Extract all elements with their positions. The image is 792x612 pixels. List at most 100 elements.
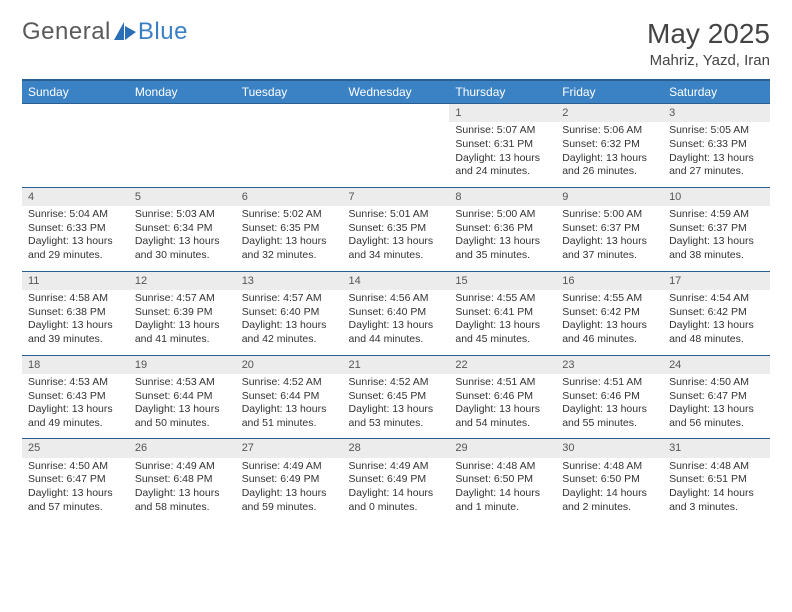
sunset-text: Sunset: 6:40 PM xyxy=(242,306,337,320)
sunrise-text: Sunrise: 4:50 AM xyxy=(669,376,764,390)
day-detail-cell: Sunrise: 5:00 AMSunset: 6:37 PMDaylight:… xyxy=(556,206,663,271)
sunset-text: Sunset: 6:51 PM xyxy=(669,473,764,487)
daylight-text: Daylight: 13 hours and 44 minutes. xyxy=(349,319,444,346)
day-detail-cell: Sunrise: 5:02 AMSunset: 6:35 PMDaylight:… xyxy=(236,206,343,271)
day-number-cell xyxy=(236,104,343,123)
day-number-cell: 6 xyxy=(236,187,343,206)
sunset-text: Sunset: 6:37 PM xyxy=(562,222,657,236)
day-number-cell: 18 xyxy=(22,355,129,374)
day-number-cell: 16 xyxy=(556,271,663,290)
sunrise-text: Sunrise: 5:07 AM xyxy=(455,124,550,138)
day-detail-cell: Sunrise: 5:00 AMSunset: 6:36 PMDaylight:… xyxy=(449,206,556,271)
daylight-text: Daylight: 13 hours and 50 minutes. xyxy=(135,403,230,430)
detail-row: Sunrise: 4:50 AMSunset: 6:47 PMDaylight:… xyxy=(22,458,770,523)
daylight-text: Daylight: 13 hours and 53 minutes. xyxy=(349,403,444,430)
sunrise-text: Sunrise: 5:06 AM xyxy=(562,124,657,138)
daynum-row: 123 xyxy=(22,104,770,123)
sunset-text: Sunset: 6:50 PM xyxy=(455,473,550,487)
sunset-text: Sunset: 6:44 PM xyxy=(135,390,230,404)
day-detail-cell xyxy=(22,122,129,187)
daynum-row: 11121314151617 xyxy=(22,271,770,290)
day-detail-cell: Sunrise: 4:49 AMSunset: 6:49 PMDaylight:… xyxy=(236,458,343,523)
daylight-text: Daylight: 13 hours and 37 minutes. xyxy=(562,235,657,262)
day-number-cell: 17 xyxy=(663,271,770,290)
daylight-text: Daylight: 13 hours and 26 minutes. xyxy=(562,152,657,179)
daylight-text: Daylight: 13 hours and 58 minutes. xyxy=(135,487,230,514)
sunrise-text: Sunrise: 4:55 AM xyxy=(455,292,550,306)
day-number-cell: 2 xyxy=(556,104,663,123)
day-number-cell: 13 xyxy=(236,271,343,290)
day-number-cell: 20 xyxy=(236,355,343,374)
detail-row: Sunrise: 4:53 AMSunset: 6:43 PMDaylight:… xyxy=(22,374,770,439)
daynum-row: 45678910 xyxy=(22,187,770,206)
day-number-cell: 14 xyxy=(343,271,450,290)
sunrise-text: Sunrise: 4:51 AM xyxy=(455,376,550,390)
day-number-cell: 12 xyxy=(129,271,236,290)
sunset-text: Sunset: 6:36 PM xyxy=(455,222,550,236)
day-number-cell: 1 xyxy=(449,104,556,123)
sunrise-text: Sunrise: 4:51 AM xyxy=(562,376,657,390)
detail-row: Sunrise: 5:07 AMSunset: 6:31 PMDaylight:… xyxy=(22,122,770,187)
day-number-cell: 3 xyxy=(663,104,770,123)
sunset-text: Sunset: 6:39 PM xyxy=(135,306,230,320)
sunrise-text: Sunrise: 5:00 AM xyxy=(455,208,550,222)
daylight-text: Daylight: 13 hours and 34 minutes. xyxy=(349,235,444,262)
day-detail-cell: Sunrise: 5:05 AMSunset: 6:33 PMDaylight:… xyxy=(663,122,770,187)
sunset-text: Sunset: 6:46 PM xyxy=(562,390,657,404)
sunrise-text: Sunrise: 4:52 AM xyxy=(349,376,444,390)
sunrise-text: Sunrise: 4:57 AM xyxy=(135,292,230,306)
day-number-cell xyxy=(22,104,129,123)
detail-row: Sunrise: 4:58 AMSunset: 6:38 PMDaylight:… xyxy=(22,290,770,355)
sunrise-text: Sunrise: 4:50 AM xyxy=(28,460,123,474)
day-number-cell: 11 xyxy=(22,271,129,290)
sunset-text: Sunset: 6:49 PM xyxy=(349,473,444,487)
sunset-text: Sunset: 6:33 PM xyxy=(669,138,764,152)
weekday-header: Saturday xyxy=(663,80,770,104)
daylight-text: Daylight: 13 hours and 30 minutes. xyxy=(135,235,230,262)
day-number-cell: 22 xyxy=(449,355,556,374)
day-detail-cell xyxy=(343,122,450,187)
day-number-cell: 26 xyxy=(129,439,236,458)
sunset-text: Sunset: 6:44 PM xyxy=(242,390,337,404)
day-detail-cell: Sunrise: 4:48 AMSunset: 6:51 PMDaylight:… xyxy=(663,458,770,523)
day-number-cell: 28 xyxy=(343,439,450,458)
weekday-header: Sunday xyxy=(22,80,129,104)
daylight-text: Daylight: 13 hours and 54 minutes. xyxy=(455,403,550,430)
day-detail-cell: Sunrise: 5:03 AMSunset: 6:34 PMDaylight:… xyxy=(129,206,236,271)
sunrise-text: Sunrise: 4:49 AM xyxy=(242,460,337,474)
sunset-text: Sunset: 6:50 PM xyxy=(562,473,657,487)
day-detail-cell: Sunrise: 4:48 AMSunset: 6:50 PMDaylight:… xyxy=(556,458,663,523)
sunrise-text: Sunrise: 5:03 AM xyxy=(135,208,230,222)
sunrise-text: Sunrise: 4:48 AM xyxy=(562,460,657,474)
day-number-cell: 31 xyxy=(663,439,770,458)
weekday-header: Friday xyxy=(556,80,663,104)
daylight-text: Daylight: 13 hours and 46 minutes. xyxy=(562,319,657,346)
daylight-text: Daylight: 13 hours and 45 minutes. xyxy=(455,319,550,346)
day-detail-cell: Sunrise: 4:52 AMSunset: 6:44 PMDaylight:… xyxy=(236,374,343,439)
sunset-text: Sunset: 6:34 PM xyxy=(135,222,230,236)
day-detail-cell: Sunrise: 4:48 AMSunset: 6:50 PMDaylight:… xyxy=(449,458,556,523)
daylight-text: Daylight: 13 hours and 49 minutes. xyxy=(28,403,123,430)
daylight-text: Daylight: 13 hours and 29 minutes. xyxy=(28,235,123,262)
sunrise-text: Sunrise: 4:48 AM xyxy=(455,460,550,474)
sunrise-text: Sunrise: 5:04 AM xyxy=(28,208,123,222)
location-label: Mahriz, Yazd, Iran xyxy=(647,52,770,69)
sunset-text: Sunset: 6:38 PM xyxy=(28,306,123,320)
daylight-text: Daylight: 13 hours and 51 minutes. xyxy=(242,403,337,430)
month-title: May 2025 xyxy=(647,18,770,50)
daylight-text: Daylight: 13 hours and 57 minutes. xyxy=(28,487,123,514)
daylight-text: Daylight: 13 hours and 55 minutes. xyxy=(562,403,657,430)
sunrise-text: Sunrise: 4:55 AM xyxy=(562,292,657,306)
day-detail-cell: Sunrise: 4:53 AMSunset: 6:44 PMDaylight:… xyxy=(129,374,236,439)
day-number-cell: 8 xyxy=(449,187,556,206)
daylight-text: Daylight: 13 hours and 27 minutes. xyxy=(669,152,764,179)
sunset-text: Sunset: 6:33 PM xyxy=(28,222,123,236)
sail-icon xyxy=(114,22,136,42)
daylight-text: Daylight: 13 hours and 24 minutes. xyxy=(455,152,550,179)
daylight-text: Daylight: 13 hours and 38 minutes. xyxy=(669,235,764,262)
day-detail-cell: Sunrise: 5:04 AMSunset: 6:33 PMDaylight:… xyxy=(22,206,129,271)
day-number-cell: 19 xyxy=(129,355,236,374)
day-number-cell: 23 xyxy=(556,355,663,374)
sunset-text: Sunset: 6:35 PM xyxy=(349,222,444,236)
day-number-cell: 5 xyxy=(129,187,236,206)
